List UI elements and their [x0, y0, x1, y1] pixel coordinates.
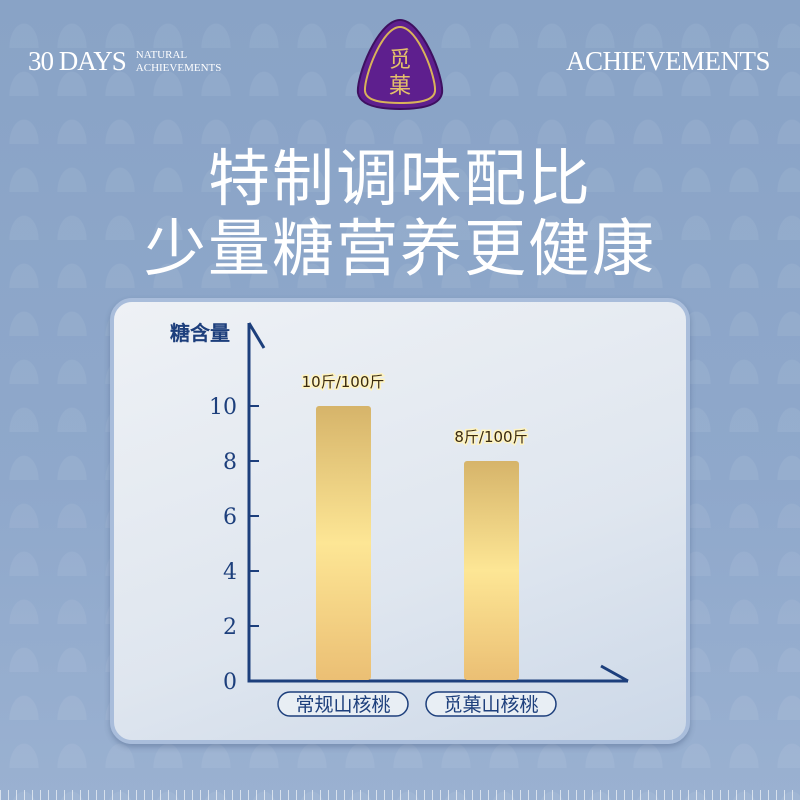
- axis-lines: [247, 323, 628, 683]
- small-line-1: NATURAL: [135, 48, 188, 61]
- data-label: 8斤/100斤: [454, 428, 527, 446]
- data-label: 10斤/100斤: [302, 373, 385, 391]
- bar: [464, 461, 519, 680]
- svg-text:菓: 菓: [389, 74, 411, 99]
- y-tick-label: 6: [223, 505, 237, 530]
- y-axis-arrow: [247, 322, 266, 349]
- brand-logo: 觅 菓: [356, 18, 444, 111]
- y-tick-label: 0: [223, 670, 237, 695]
- category-label: 常规山核桃: [295, 694, 390, 716]
- y-tick-label: 4: [223, 560, 237, 585]
- achievements-label: ACHIEVEMENTS: [566, 46, 771, 76]
- brand-tagline: 30 DAYS NATURAL ACHIEVEMENTS: [28, 46, 221, 77]
- y-tick-label: 8: [223, 450, 237, 475]
- category-pill: [425, 691, 557, 717]
- natural-achievements-label: NATURAL ACHIEVEMENTS: [136, 49, 222, 75]
- bar: [316, 406, 371, 680]
- headline-line-1: 特制调味配比: [207, 142, 592, 215]
- ruler-decoration: [0, 790, 800, 800]
- small-line-2: ACHIEVEMENTS: [135, 61, 222, 74]
- chart-card: [110, 298, 690, 744]
- svg-text:觅: 觅: [389, 48, 411, 73]
- category-label: 觅菓山核桃: [443, 694, 538, 716]
- x-axis-arrow: [600, 664, 629, 683]
- y-tick-label: 10: [209, 395, 237, 420]
- y-axis-label: 糖含量: [170, 321, 230, 345]
- headline-line-2: 少量糖营养更健康: [143, 212, 656, 285]
- y-tick-label: 2: [223, 615, 237, 640]
- days-label: 30 DAYS: [28, 46, 127, 76]
- category-pill: [277, 691, 409, 717]
